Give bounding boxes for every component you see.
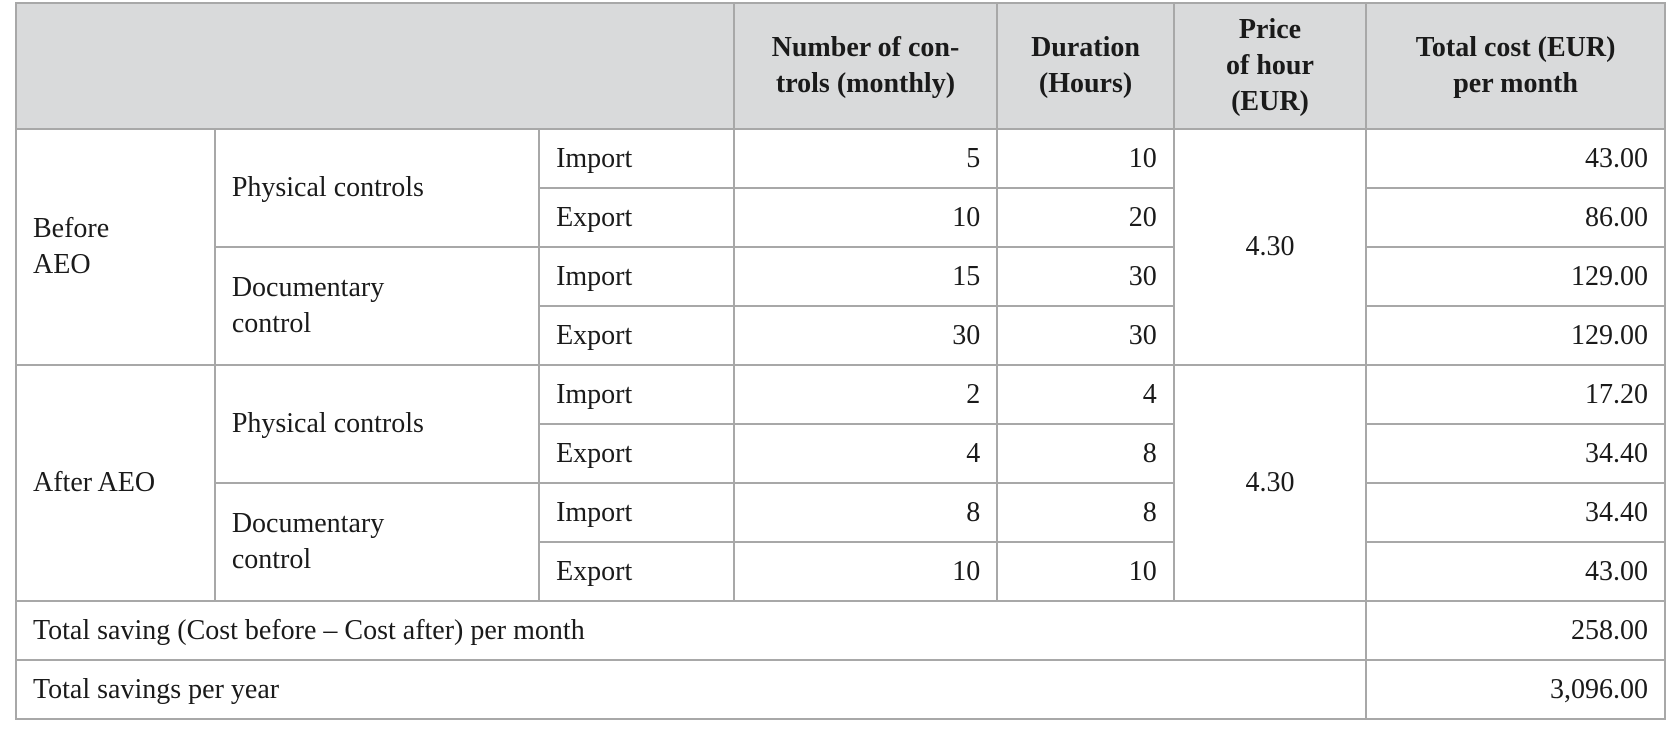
controls-cell: 4 xyxy=(732,423,999,484)
table-row: Documentary control Import 15 30 129.00 xyxy=(16,246,1666,366)
flow-type-cell: Import xyxy=(538,246,735,307)
subgroup-documentary-control: Documentary control xyxy=(213,246,541,366)
controls-cell: 5 xyxy=(732,128,999,189)
total-cost-cell: 43.00 xyxy=(1365,541,1666,602)
table-row: Export 4 8 34.40 xyxy=(16,423,1666,484)
table-row: After AEO Physical controls Import 2 4 4… xyxy=(15,364,1666,602)
yearly-saving-label: Total savings per year xyxy=(14,659,1368,720)
duration-cell: 8 xyxy=(996,482,1175,543)
flow-type-cell: Import xyxy=(538,364,735,425)
flow-type-cell: Export xyxy=(538,305,735,366)
summary-row-monthly: Total saving (Cost before – Cost after) … xyxy=(14,600,1666,661)
controls-cell: 8 xyxy=(732,482,999,543)
controls-cell: 10 xyxy=(732,187,999,248)
total-cost-cell: 17.20 xyxy=(1365,364,1666,425)
duration-cell: 10 xyxy=(996,541,1175,602)
duration-cell: 4 xyxy=(996,364,1175,425)
total-cost-cell: 86.00 xyxy=(1365,187,1666,248)
subgroup-documentary-control: Documentary control xyxy=(213,482,541,602)
flow-type-cell: Export xyxy=(538,423,735,484)
flow-type-cell: Import xyxy=(538,128,735,189)
table-row: Export 30 30 129.00 xyxy=(16,305,1666,366)
price-cell-after: 4.30 xyxy=(1172,364,1368,602)
header-row: Number of con- trols (monthly) Duration … xyxy=(15,2,1666,130)
summary-row-yearly: Total savings per year 3,096.00 xyxy=(14,659,1666,720)
header-blank-cell xyxy=(15,2,735,130)
header-total-cost: Total cost (EUR) per month xyxy=(1365,2,1666,130)
controls-cell: 2 xyxy=(732,364,999,425)
table-row: Documentary control Import 8 8 34.40 xyxy=(16,482,1666,602)
flow-type-cell: Export xyxy=(538,187,735,248)
monthly-saving-value: 258.00 xyxy=(1365,600,1666,661)
table-row: Before AEO Physical controls Import 5 10… xyxy=(15,128,1666,366)
cost-comparison-table: Number of con- trols (monthly) Duration … xyxy=(14,2,1666,720)
total-cost-cell: 129.00 xyxy=(1365,305,1666,366)
total-cost-cell: 43.00 xyxy=(1365,128,1666,189)
duration-cell: 20 xyxy=(996,187,1175,248)
price-cell-before: 4.30 xyxy=(1172,128,1368,366)
flow-type-cell: Import xyxy=(538,482,735,543)
duration-cell: 10 xyxy=(996,128,1175,189)
total-cost-cell: 34.40 xyxy=(1365,423,1666,484)
subgroup-physical-controls: Physical controls xyxy=(213,364,541,484)
controls-cell: 10 xyxy=(732,541,999,602)
flow-type-cell: Export xyxy=(538,541,735,602)
yearly-saving-value: 3,096.00 xyxy=(1365,659,1666,720)
table-row: Export 10 20 86.00 xyxy=(16,187,1666,248)
header-price: Price of hour (EUR) xyxy=(1172,2,1368,130)
monthly-saving-label: Total saving (Cost before – Cost after) … xyxy=(14,600,1368,661)
duration-cell: 8 xyxy=(996,423,1175,484)
header-controls: Number of con- trols (monthly) xyxy=(732,2,999,130)
subgroup-physical-controls: Physical controls xyxy=(213,128,541,248)
table-row: Export 10 10 43.00 xyxy=(16,541,1666,602)
total-cost-cell: 129.00 xyxy=(1365,246,1666,307)
group-before-aeo: Before AEO xyxy=(15,128,216,366)
total-cost-cell: 34.40 xyxy=(1365,482,1666,543)
controls-cell: 15 xyxy=(732,246,999,307)
controls-cell: 30 xyxy=(732,305,999,366)
group-after-aeo: After AEO xyxy=(15,364,216,602)
duration-cell: 30 xyxy=(996,305,1175,366)
header-duration: Duration (Hours) xyxy=(996,2,1175,130)
duration-cell: 30 xyxy=(996,246,1175,307)
